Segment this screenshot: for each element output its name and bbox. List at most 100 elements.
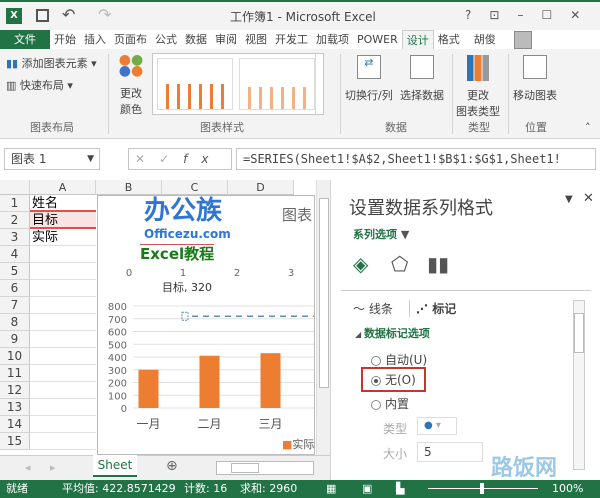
pane-close-icon[interactable]: ✕ bbox=[583, 191, 594, 206]
page-layout-view-icon[interactable]: ▣ bbox=[362, 482, 373, 495]
tab-design[interactable]: 设计 bbox=[401, 30, 434, 49]
chart-title[interactable]: 图表 bbox=[282, 206, 313, 224]
row-header-2[interactable]: 2 bbox=[0, 212, 30, 229]
switch-row-column-button[interactable]: ⇄ 切换行/列 bbox=[345, 55, 393, 102]
row-header-7[interactable]: 7 bbox=[0, 297, 30, 314]
row-header-3[interactable]: 3 bbox=[0, 229, 30, 246]
chart-style-2[interactable] bbox=[239, 58, 315, 110]
change-chart-type-button[interactable]: 更改 图表类型 bbox=[456, 55, 500, 119]
ribbon-display-button[interactable]: ⊡ bbox=[489, 8, 500, 22]
maximize-button[interactable]: ☐ bbox=[541, 8, 553, 22]
row-header-12[interactable]: 12 bbox=[0, 382, 30, 399]
column-header-b[interactable]: B bbox=[96, 180, 162, 195]
help-button[interactable]: ? bbox=[465, 8, 472, 22]
series-options-icon[interactable]: ▮▮ bbox=[427, 252, 450, 276]
tab-data[interactable]: 数据 bbox=[185, 33, 207, 46]
page-break-view-icon[interactable]: ▙ bbox=[396, 482, 405, 495]
section-marker-options[interactable]: ◢ 数据标记选项 bbox=[355, 327, 430, 340]
tab-format[interactable]: 格式 bbox=[437, 33, 460, 46]
colors-icon: ●● ●● bbox=[118, 52, 144, 79]
undo-icon[interactable]: ↶ bbox=[62, 5, 76, 24]
tab-file[interactable]: 文件 bbox=[0, 30, 50, 49]
cell-a2[interactable]: 目标 bbox=[30, 212, 96, 229]
chart-styles-gallery[interactable] bbox=[152, 53, 324, 115]
row-header-13[interactable]: 13 bbox=[0, 399, 30, 416]
size-label: 大小 bbox=[383, 447, 408, 461]
zoom-slider[interactable] bbox=[428, 483, 538, 494]
gallery-scroll[interactable] bbox=[315, 54, 323, 114]
tab-addins[interactable]: 加载项 bbox=[316, 33, 349, 46]
marker-type-select[interactable]: ● ▾ bbox=[417, 417, 457, 435]
row-header-4[interactable]: 4 bbox=[0, 246, 30, 263]
cell-a3[interactable]: 实际 bbox=[30, 229, 96, 246]
bar-三月[interactable] bbox=[260, 353, 281, 408]
status-count: 计数: 16 bbox=[184, 482, 228, 495]
zoom-level[interactable]: 100% bbox=[552, 482, 584, 495]
tab-review[interactable]: 审阅 bbox=[215, 33, 237, 46]
quick-layout-button[interactable]: ▥ 快速布局 ▾ bbox=[6, 79, 73, 92]
tab-formulas[interactable]: 公式 bbox=[155, 33, 177, 46]
redo-icon[interactable]: ↷ bbox=[98, 5, 112, 24]
bar-一月[interactable] bbox=[138, 369, 159, 408]
bar-二月[interactable] bbox=[199, 355, 220, 408]
scroll-right-icon[interactable]: ▸ bbox=[50, 461, 56, 474]
tab-page-layout[interactable]: 页面布 bbox=[114, 33, 147, 46]
collapse-ribbon-icon[interactable]: ˄ bbox=[585, 121, 591, 134]
save-icon[interactable] bbox=[36, 9, 49, 22]
normal-view-icon[interactable]: ▦ bbox=[326, 482, 337, 495]
scroll-left-icon[interactable]: ◂ bbox=[25, 461, 31, 474]
group-type-label: 类型 bbox=[468, 121, 490, 134]
add-chart-element-button[interactable]: ▮▮ 添加图表元素 ▾ bbox=[6, 57, 97, 70]
name-box[interactable]: 图表 1 ▼ bbox=[4, 148, 100, 170]
tab-view[interactable]: 视图 bbox=[245, 33, 267, 46]
radio-builtin[interactable]: 内置 bbox=[371, 395, 409, 412]
series-options-dropdown[interactable]: 系列选项 ▼ bbox=[353, 228, 410, 241]
tab-insert[interactable]: 插入 bbox=[84, 33, 106, 46]
tab-home[interactable]: 开始 bbox=[54, 33, 76, 46]
sheet-tab[interactable]: Sheet bbox=[93, 455, 137, 477]
function-icon[interactable]: fx bbox=[183, 152, 223, 166]
close-button[interactable]: ✕ bbox=[570, 8, 581, 22]
user-name[interactable]: 胡俊 bbox=[473, 33, 496, 46]
avatar bbox=[513, 30, 532, 49]
row-header-11[interactable]: 11 bbox=[0, 365, 30, 382]
row-header-15[interactable]: 15 bbox=[0, 433, 30, 450]
column-header-d[interactable]: D bbox=[228, 180, 294, 195]
row-header-8[interactable]: 8 bbox=[0, 314, 30, 331]
formula-input[interactable]: =SERIES(Sheet1!$A$2,Sheet1!$B$1:$G$1,She… bbox=[236, 148, 596, 170]
vertical-scrollbar[interactable] bbox=[316, 180, 330, 455]
cancel-icon[interactable]: ✕ bbox=[135, 152, 160, 166]
move-chart-button[interactable]: 移动图表 bbox=[513, 55, 557, 103]
pane-menu-icon[interactable]: ▼ bbox=[565, 194, 573, 205]
fill-line-icon[interactable]: ◈ bbox=[353, 252, 369, 276]
size-input[interactable]: 5 bbox=[417, 442, 483, 462]
row-header-6[interactable]: 6 bbox=[0, 280, 30, 297]
row-header-14[interactable]: 14 bbox=[0, 416, 30, 433]
radio-none[interactable]: 无(O) bbox=[361, 367, 426, 392]
effects-icon[interactable]: ⬠ bbox=[391, 252, 409, 276]
pane-scrollbar[interactable] bbox=[573, 300, 585, 470]
row-line bbox=[30, 433, 96, 450]
legend[interactable]: ■实际 bbox=[282, 436, 314, 452]
tab-developer[interactable]: 开发工 bbox=[275, 33, 308, 46]
chart-area[interactable]: 0 100 200 300 400 500 600 700 800 0 1 2 3 一月 二月 三月 图表 办… bbox=[97, 195, 315, 455]
tab-power[interactable]: POWER bbox=[357, 33, 398, 46]
tab-line[interactable]: 〜 线条 bbox=[353, 302, 393, 316]
enter-icon[interactable]: ✓ bbox=[159, 152, 184, 166]
radio-auto[interactable]: 自动(U) bbox=[371, 351, 427, 368]
cell-a1[interactable]: 姓名 bbox=[30, 195, 96, 212]
minimize-button[interactable]: – bbox=[517, 8, 524, 22]
change-colors-button[interactable]: ●● ●● 更改 颜色 bbox=[116, 52, 146, 117]
select-data-button[interactable]: 选择数据 bbox=[400, 55, 444, 103]
column-header-a[interactable]: A bbox=[30, 180, 96, 195]
new-sheet-icon[interactable]: ⊕ bbox=[166, 458, 178, 474]
chart-style-1[interactable] bbox=[157, 58, 233, 110]
horizontal-scrollbar[interactable] bbox=[216, 461, 314, 475]
row-header-10[interactable]: 10 bbox=[0, 348, 30, 365]
row-header-9[interactable]: 9 bbox=[0, 331, 30, 348]
tab-marker[interactable]: ⋰ 标记 bbox=[409, 300, 456, 317]
row-header-5[interactable]: 5 bbox=[0, 263, 30, 280]
column-header-c[interactable]: C bbox=[162, 180, 228, 195]
select-all[interactable] bbox=[0, 180, 30, 195]
row-header-1[interactable]: 1 bbox=[0, 195, 30, 212]
